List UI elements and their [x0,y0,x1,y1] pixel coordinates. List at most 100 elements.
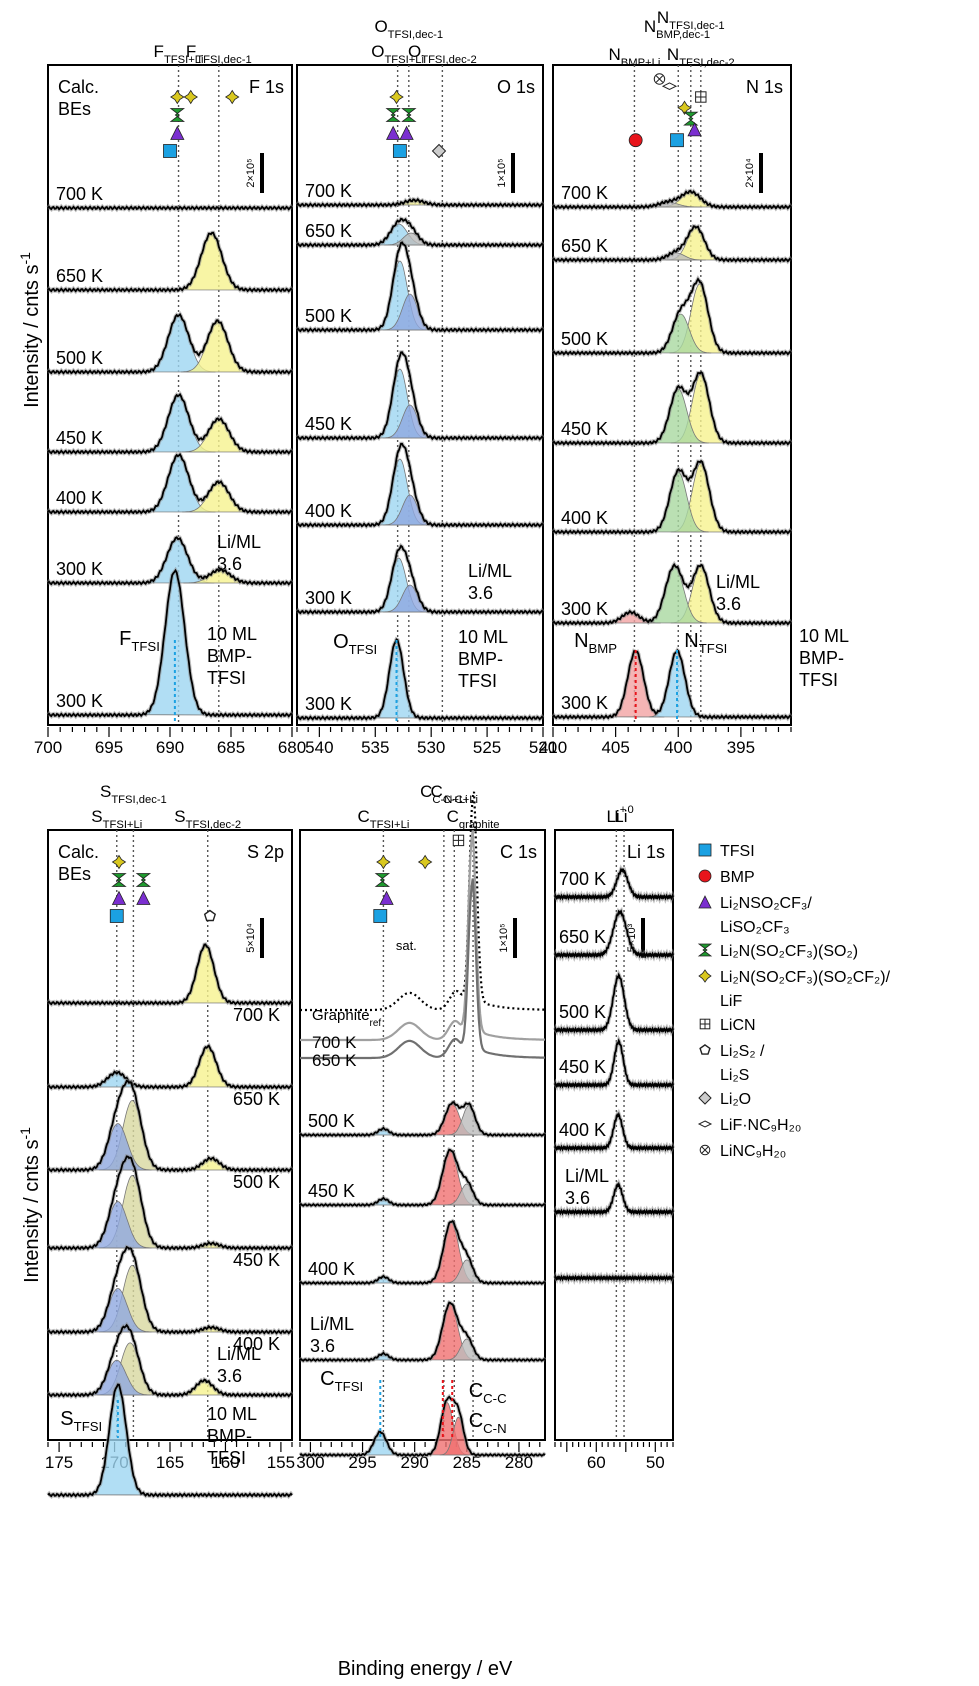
series-label: 650 K [305,221,352,241]
marker-thindiamond [661,82,678,91]
marker-hourglass [683,111,699,126]
marker-boxx [695,91,707,103]
sample-label: 10 ML BMP-TFSI [207,624,257,688]
scale-bar-label: 2×10⁵ [245,158,257,187]
series-label: Li/ML 3.6 [565,1166,609,1208]
series-label: 400 K [561,508,608,528]
spectrum: 500 K [46,1078,294,1192]
marker-square [670,133,684,148]
fit-envelope [47,205,293,211]
legend-label: Li₂NSO₂CF₃/ [720,895,812,912]
marker-thindiamond [697,1120,713,1128]
series-label: 450 K [233,1250,280,1270]
x-axis-S: 175170165160155 [45,1442,295,1472]
reference-label: 700 K [312,1033,357,1052]
panel-label: O 1s [497,77,535,97]
assignment-label: FTFSI+Li [154,42,204,66]
series-label: 300 K [56,691,103,711]
series-label: 450 K [305,414,352,434]
series-label: 300 K [305,588,352,608]
marker-hourglass [697,943,713,957]
series-label: 650 K [561,236,608,256]
panel-N: 410 405 400 395 NBMP+Li NBMP,dec-1NTFSI,dec-1… [539,8,849,757]
fit-envelope [554,1111,674,1152]
marker-star4 [677,100,692,116]
coverage-label: Li/ML 3.6 [217,1344,261,1386]
series-label: 500 K [561,329,608,349]
fit-envelope [552,370,792,446]
marker-hourglass [111,873,127,887]
spectrum: CTFSI CC-C CC-N [298,1368,547,1459]
spectrum: 700 K [551,183,793,212]
series-label: 700 K [305,181,352,201]
x-tick-label: 520 [529,738,557,757]
assignment-label: Li0 [614,804,633,826]
fit-envelope [299,1101,546,1137]
fit-envelope [296,351,544,441]
series-label: 500 K [233,1172,280,1192]
spectrum: 700 K [46,184,294,213]
marker-star4 [376,854,391,870]
marker-triangle [111,890,127,905]
panel-label: F 1s [249,77,284,97]
legend-label: LiF·NC₉H₂₀ [720,1117,801,1134]
x-tick-label: 50 [646,1453,665,1472]
sample-label: 10 ML BMP-TFSI [799,626,849,690]
marker-star4 [183,89,198,105]
series-label: 700 K [561,183,608,203]
legend-label: LiSO₂CF₃ [720,919,790,936]
marker-star4 [224,89,240,105]
spectrum: 400 K [46,451,294,517]
fit-envelope [296,442,544,528]
panel-frame [296,64,544,726]
reference-peak-label: OTFSI [333,631,377,657]
series-label: 400 K [305,501,352,521]
fit-envelope [296,197,544,208]
assignment-label: Li+ [606,804,626,826]
series-label: 650 K [56,266,103,286]
legend-item: LiCN [699,1017,756,1034]
x-tick-label: 285 [453,1453,481,1472]
spectrum: 400 K [46,1244,294,1354]
series-label: 400 K [233,1334,280,1354]
legend-item: TFSI [698,843,755,860]
scale-bar-label: 2×10⁴ [744,158,756,188]
x-tick-label: 405 [601,738,629,757]
assignment-label: FTFSI,dec-1 [186,42,252,66]
series-label: 650 K [233,1089,280,1109]
reference-curve [300,830,546,1042]
marker-square [392,144,407,158]
spectrum: 10 ML BMP-TFSI STFSI [46,1382,294,1500]
spectrum: Li/ML 3.6 [46,1321,294,1400]
panel-frame [552,64,792,726]
legend-item: Li₂N(SO₂CF₃)(SO₂) [697,943,858,960]
fit-peak [177,1045,239,1088]
series-label: Li/ML 3.6 [310,1314,354,1356]
data-points [46,1042,294,1092]
fit-envelope [554,867,674,901]
x-tick-label: 60 [587,1453,606,1472]
fit-envelope [47,1383,293,1498]
panel-frame [47,829,293,1441]
fit-peak [648,650,706,718]
spectrum: 450 K [551,369,793,448]
marker-hourglass [169,108,186,122]
series-label: 650 K [559,927,606,947]
series-label: 700 K [56,184,103,204]
spectrum: 500 K [553,969,675,1037]
coverage-label: Li/ML 3.6 [217,532,261,574]
fit-peak [607,650,665,718]
reference-curve [300,878,546,1060]
legend-item: Li₂O [698,1091,751,1108]
spectrum: 650 K [46,230,294,295]
reference-label: 650 K [312,1051,357,1070]
marker-circle [698,869,712,883]
x-axis-F: 700 695 690 685 680 [34,727,306,757]
x-axis-Li: 60 50 [554,1442,674,1472]
